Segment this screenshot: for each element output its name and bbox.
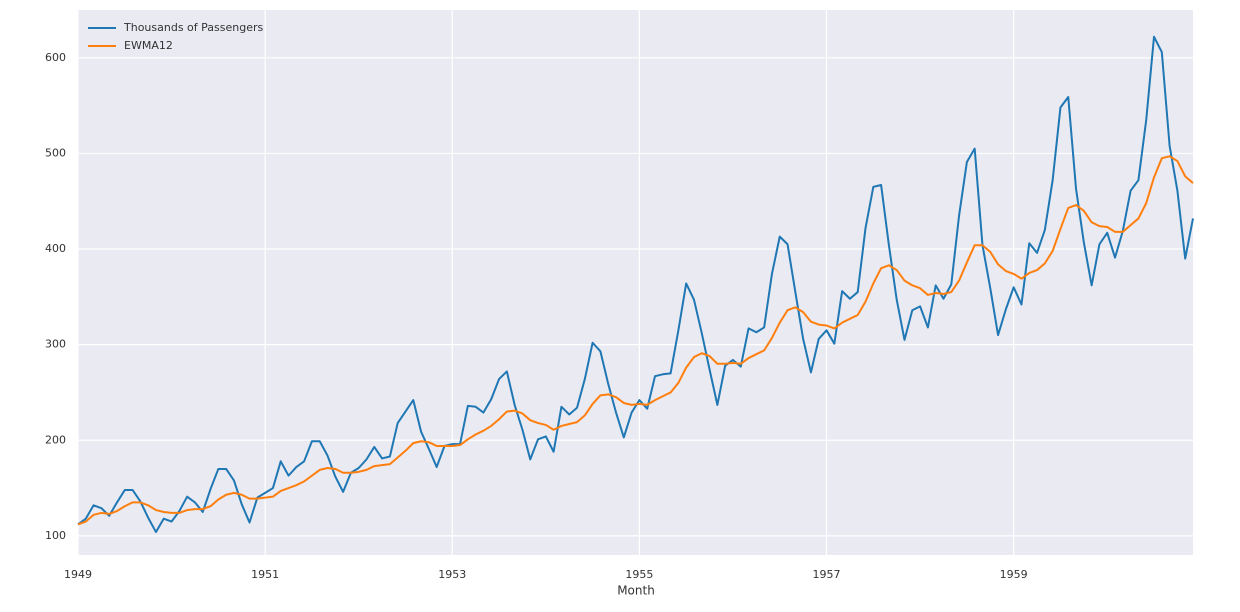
y-tick-label: 600 (45, 51, 66, 64)
x-tick-label: 1949 (64, 568, 92, 581)
series-line (77, 35, 1194, 534)
legend-label: EWMA12 (124, 39, 173, 52)
plot-area (78, 10, 1193, 555)
x-tick-label: 1953 (438, 568, 466, 581)
y-tick-label: 400 (45, 242, 66, 255)
x-tick-label: 1955 (625, 568, 653, 581)
x-tick-label: 1957 (813, 568, 841, 581)
y-tick-label: 100 (45, 529, 66, 542)
grid (77, 10, 1193, 555)
y-tick-label: 500 (45, 146, 66, 159)
labels: 100 200 300 400 500 600 1949 1951 1953 1955 1957 19… (45, 21, 1028, 581)
x-axis-label: Month (617, 584, 655, 598)
x-tick-label: 1959 (1000, 568, 1028, 581)
legend-label: Thousands of Passengers (123, 21, 263, 34)
lines (77, 35, 1194, 534)
series-line (77, 155, 1194, 526)
y-tick-label: 200 (45, 433, 66, 446)
x-tick-label: 1951 (251, 568, 279, 581)
y-tick-label: 300 (45, 338, 66, 351)
